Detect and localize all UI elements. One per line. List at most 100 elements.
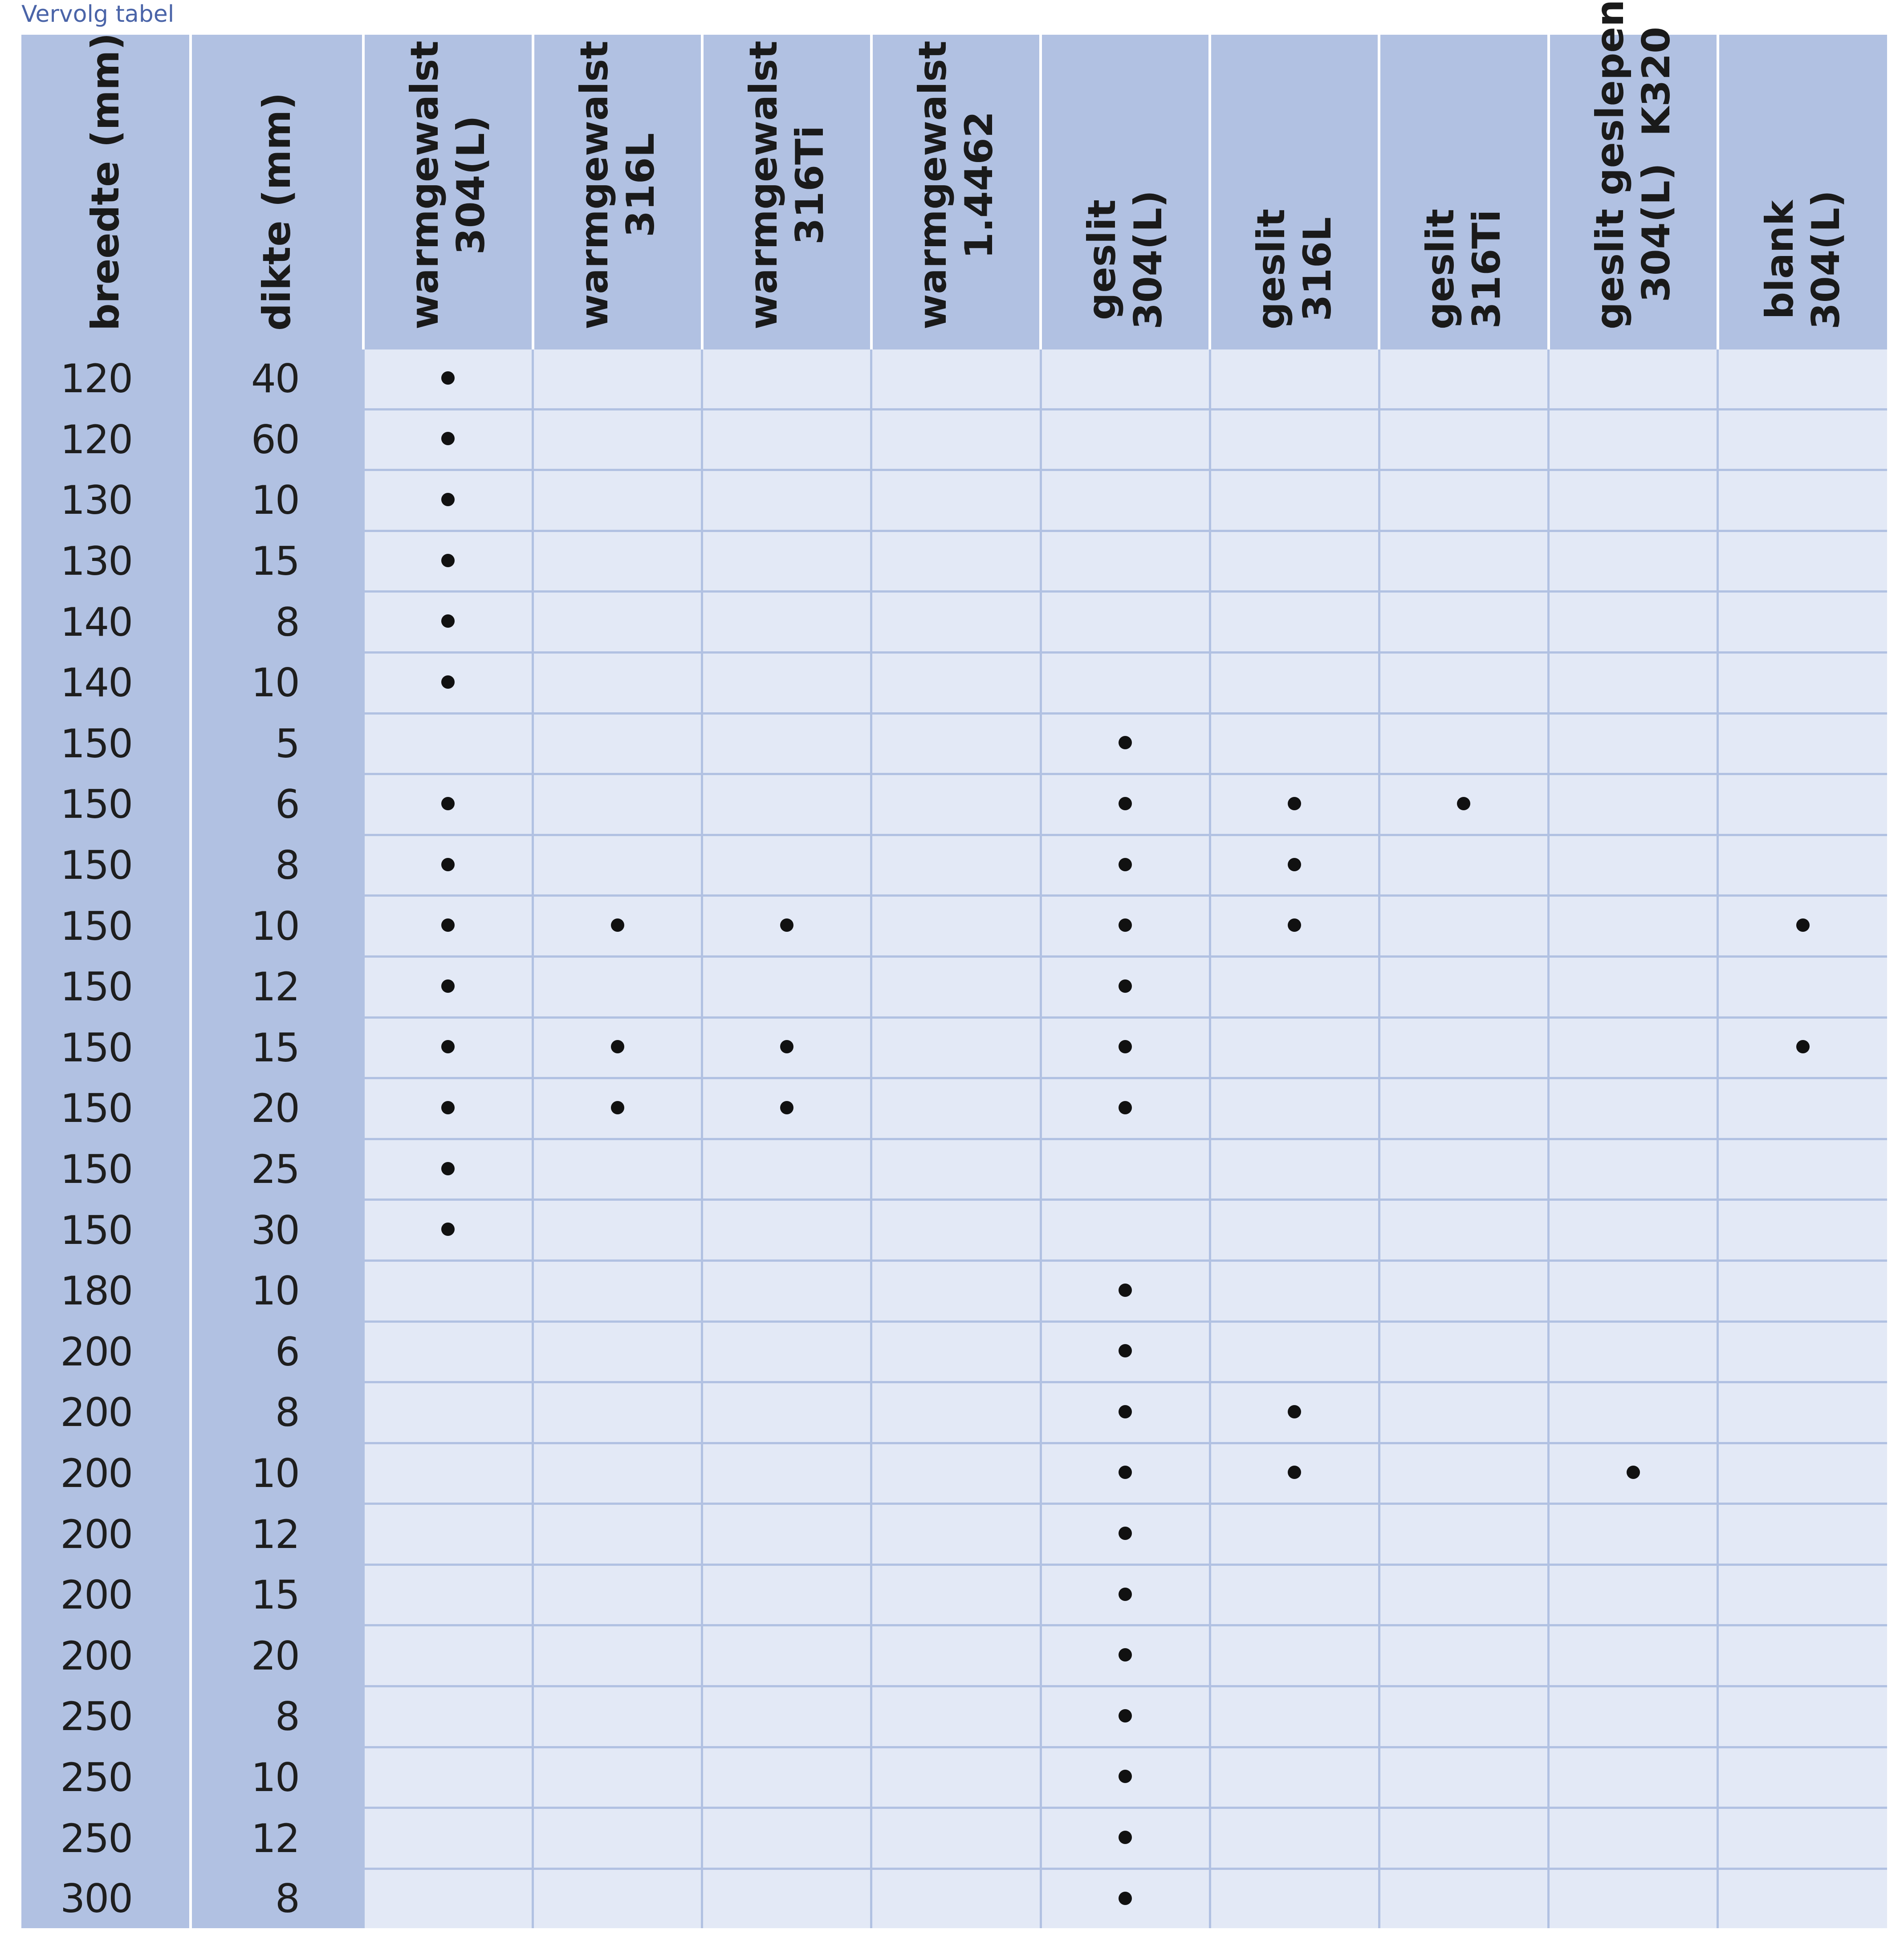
- availability-cell: [1039, 1198, 1210, 1261]
- column-header-line1: warmgewalst: [741, 41, 786, 329]
- availability-cell: [1717, 469, 1887, 531]
- availability-cell: [870, 1016, 1041, 1078]
- dikte-cell: 8: [189, 835, 364, 896]
- available-dot-icon: [610, 1101, 624, 1114]
- availability-cell: [532, 712, 702, 774]
- availability-cell: [1208, 1624, 1379, 1686]
- availability-cell: [870, 1624, 1041, 1686]
- available-dot-icon: [1119, 1587, 1132, 1601]
- column-header-line1: breedte (mm): [83, 32, 128, 331]
- table-row: 200 8: [21, 1381, 1887, 1443]
- dikte-cell: 12: [189, 1503, 364, 1565]
- dikte-cell: 8: [189, 591, 364, 653]
- availability-cell: [532, 1563, 702, 1625]
- availability-cell: [1717, 1746, 1887, 1808]
- availability-cell: [1717, 347, 1887, 410]
- availability-cell: [701, 347, 871, 410]
- availability-cell: [1208, 1807, 1379, 1869]
- column-header-label: warmgewalst 316Ti: [740, 41, 833, 329]
- availability-cell: [1717, 1138, 1887, 1200]
- table-row: 140 10: [21, 651, 1887, 714]
- column-header-line2: 316L: [1295, 217, 1340, 321]
- availability-cell: [1208, 1320, 1379, 1382]
- dikte-cell: 15: [189, 1564, 364, 1625]
- available-dot-icon: [1119, 1831, 1132, 1844]
- availability-cell: [1039, 1442, 1210, 1504]
- breedte-cell: 250: [21, 1747, 191, 1808]
- availability-cell: [701, 1198, 871, 1261]
- availability-cell: [362, 1685, 533, 1747]
- availability-cell: [532, 408, 702, 470]
- availability-cell: [1378, 469, 1549, 531]
- breedte-cell: 150: [21, 1017, 191, 1078]
- availability-cell: [1717, 894, 1887, 957]
- availability-cell: [701, 651, 871, 714]
- column-header-line2: 1.4462: [956, 111, 1001, 259]
- dikte-cell: 20: [189, 1078, 364, 1139]
- table-row: 150 8: [21, 833, 1887, 896]
- availability-cell: [362, 1624, 533, 1686]
- availability-cell: [701, 1503, 871, 1565]
- availability-cell: [532, 1746, 702, 1808]
- availability-cell: [1547, 347, 1718, 410]
- column-header: blank 304(L): [1716, 35, 1887, 349]
- availability-cell: [532, 1442, 702, 1504]
- availability-cell: [362, 955, 533, 1018]
- available-dot-icon: [441, 918, 455, 932]
- available-dot-icon: [1288, 1466, 1302, 1479]
- availability-cell: [362, 712, 533, 774]
- availability-cell: [1547, 1198, 1718, 1261]
- availability-cell: [362, 1503, 533, 1565]
- dikte-cell: 8: [189, 1382, 364, 1443]
- availability-cell: [1547, 712, 1718, 774]
- availability-cell: [1208, 1198, 1379, 1261]
- availability-cell: [362, 1259, 533, 1321]
- breedte-cell: 250: [21, 1686, 191, 1747]
- available-dot-icon: [441, 614, 455, 628]
- column-header-label: warmgewalst 316L: [571, 41, 664, 329]
- availability-cell: [1717, 1259, 1887, 1321]
- availability-cell: [1717, 651, 1887, 714]
- breedte-cell: 200: [21, 1443, 191, 1504]
- availability-cell: [532, 1867, 702, 1929]
- availability-cell: [701, 712, 871, 774]
- availability-cell: [1547, 1077, 1718, 1139]
- breedte-cell: 200: [21, 1503, 191, 1565]
- column-header: geslit 316Ti: [1378, 35, 1549, 349]
- availability-cell: [362, 408, 533, 470]
- availability-cell: [1208, 651, 1379, 714]
- availability-cell: [362, 529, 533, 592]
- available-dot-icon: [1288, 1405, 1302, 1418]
- availability-cell: [1717, 1198, 1887, 1261]
- breedte-cell: 150: [21, 835, 191, 896]
- available-dot-icon: [441, 492, 455, 506]
- available-dot-icon: [1119, 1040, 1132, 1054]
- availability-cell: [701, 1807, 871, 1869]
- availability-cell: [1547, 1867, 1718, 1929]
- breedte-cell: 130: [21, 531, 191, 592]
- availability-cell: [701, 408, 871, 470]
- table-row: 150 12: [21, 955, 1887, 1018]
- availability-cell: [1547, 1563, 1718, 1625]
- availability-cell: [362, 651, 533, 714]
- dikte-cell: 10: [189, 895, 364, 957]
- availability-cell: [701, 1138, 871, 1200]
- availability-cell: [1547, 1746, 1718, 1808]
- table-header: breedte (mm) dikte (mm) warmgewalst 304(L) w…: [21, 0, 1887, 349]
- availability-cell: [532, 1138, 702, 1200]
- availability-cell: [1547, 590, 1718, 653]
- availability-cell: [1208, 590, 1379, 653]
- breedte-cell: 120: [21, 348, 191, 410]
- availability-cell: [1547, 773, 1718, 835]
- availability-cell: [701, 1381, 871, 1443]
- breedte-cell: 200: [21, 1321, 191, 1382]
- available-dot-icon: [1119, 918, 1132, 932]
- availability-cell: [1378, 1320, 1549, 1382]
- availability-cell: [362, 1867, 533, 1929]
- availability-cell: [1717, 833, 1887, 896]
- table-row: 250 10: [21, 1746, 1887, 1808]
- availability-cell: [1039, 1807, 1210, 1869]
- availability-cell: [532, 894, 702, 957]
- availability-cell: [870, 1807, 1041, 1869]
- column-header-line1: warmgewalst: [910, 41, 955, 329]
